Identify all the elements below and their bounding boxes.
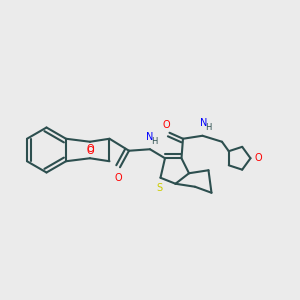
Text: O: O <box>115 173 122 183</box>
Text: N: N <box>146 132 154 142</box>
Text: O: O <box>255 153 262 163</box>
Text: O: O <box>86 146 94 156</box>
Text: H: H <box>206 123 212 132</box>
Text: N: N <box>200 118 208 128</box>
Text: S: S <box>156 183 162 193</box>
Text: O: O <box>86 144 94 154</box>
Text: O: O <box>163 120 170 130</box>
Text: H: H <box>152 137 158 146</box>
